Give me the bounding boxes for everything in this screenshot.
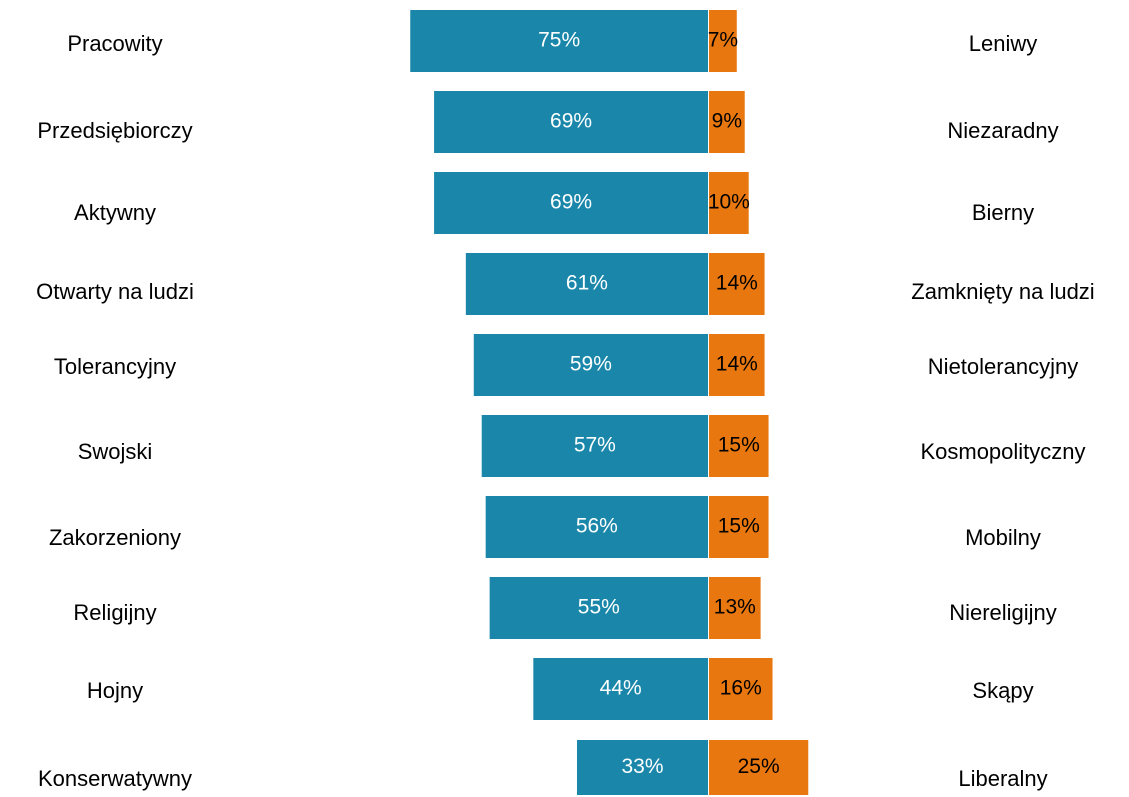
right-label: Niereligijny [949,600,1057,625]
bar-left [481,415,708,477]
bar-left [533,658,708,720]
value-label: 56% [576,515,618,538]
bar-left [473,334,708,396]
bar-right [709,658,773,720]
bar-right [709,496,769,558]
value-label: 69% [550,110,592,133]
bar-right [709,91,745,153]
bar-right [709,172,749,234]
bar-left [489,577,708,639]
right-label: Niezaradny [947,118,1058,143]
left-label: Tolerancyjny [54,354,176,379]
right-label: Mobilny [965,525,1041,550]
left-label: Konserwatywny [38,766,192,791]
value-label: 59% [570,353,612,376]
bar-right [709,334,765,396]
right-label: Liberalny [958,766,1047,791]
value-label: 7% [708,29,738,52]
value-label: 33% [621,755,663,778]
value-label: 14% [716,272,758,295]
bar-left [410,10,708,72]
value-label: 69% [550,191,592,214]
bar-left [434,172,708,234]
left-label: Swojski [78,439,153,464]
left-label: Aktywny [74,200,156,225]
bar-left [465,253,708,315]
bar-left [576,740,708,795]
left-label: Otwarty na ludzi [36,279,194,304]
right-label: Skąpy [972,678,1033,703]
right-label: Nietolerancyjny [928,354,1078,379]
right-label: Bierny [972,200,1034,225]
left-label: Hojny [87,678,143,703]
value-label: 10% [708,191,750,214]
bar-left [485,496,708,558]
bar-right [709,740,809,795]
bar-right [709,253,765,315]
value-label: 9% [712,110,742,133]
left-label: Zakorzeniony [49,525,181,550]
bar-left [434,91,708,153]
right-label: Leniwy [969,31,1037,56]
value-label: 61% [566,272,608,295]
value-label: 25% [738,755,780,778]
right-label: Zamknięty na ludzi [911,279,1094,304]
value-label: 55% [578,596,620,619]
value-label: 15% [718,515,760,538]
value-label: 15% [718,434,760,457]
bar-right [709,577,761,639]
value-label: 16% [720,677,762,700]
bar-right [709,10,737,72]
left-label: Pracowity [67,31,162,56]
bar-right [709,415,769,477]
right-label: Kosmopolityczny [920,439,1085,464]
value-label: 13% [714,596,756,619]
value-label: 44% [600,677,642,700]
left-label: Przedsiębiorczy [37,118,192,143]
value-label: 75% [538,29,580,52]
value-label: 14% [716,353,758,376]
value-label: 57% [574,434,616,457]
left-label: Religijny [73,600,156,625]
